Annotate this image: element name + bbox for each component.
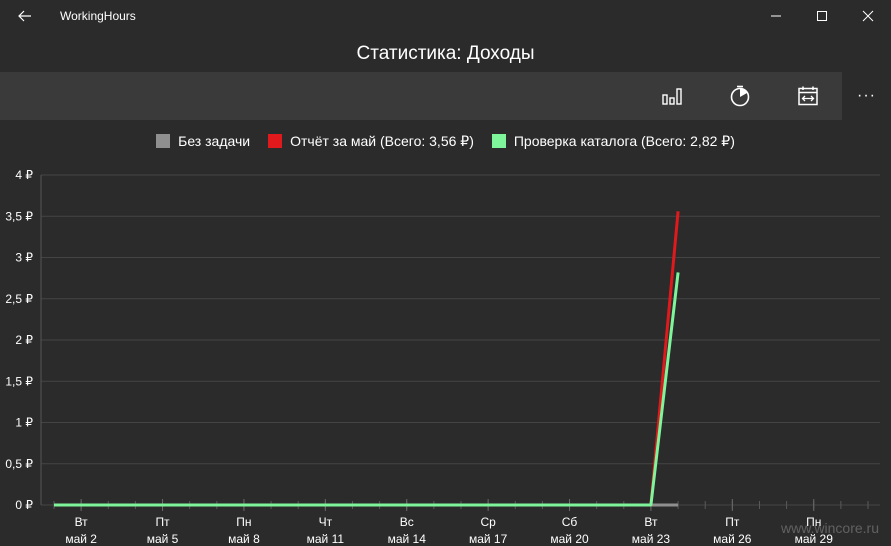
x-tick-date: май 26 [713,532,752,546]
command-bar: ··· [0,72,891,120]
x-tick-weekday: Вс [400,515,414,529]
series-line-2 [54,272,680,507]
legend-item-may-report[interactable]: Отчёт за май (Всего: 3,56 ₽) [268,133,474,150]
maximize-button[interactable] [799,0,845,32]
legend-label: Без задачи [178,133,251,149]
y-tick-label: 4 ₽ [15,168,33,182]
y-tick-label: 3 ₽ [15,251,33,265]
date-range-icon [798,86,818,106]
y-tick-label: 0 ₽ [15,498,33,512]
app-title: WorkingHours [60,9,136,23]
x-tick-date: май 2 [65,532,97,546]
x-tick-weekday: Пн [236,515,251,529]
series-line-1 [54,211,680,507]
x-tick-weekday: Пт [155,515,170,529]
x-tick-date: май 23 [632,532,671,546]
title-bar: WorkingHours [0,0,891,32]
x-tick-weekday: Сб [562,515,578,529]
y-tick-label: 2,5 ₽ [5,292,33,306]
close-icon [862,10,874,22]
x-tick-date: май 29 [795,532,834,546]
back-arrow-icon [18,10,31,22]
x-tick-weekday: Вт [644,515,658,529]
x-tick-date: май 5 [147,532,179,546]
legend-swatch [491,134,506,148]
close-button[interactable] [845,0,891,32]
minimize-icon [771,15,781,17]
y-tick-label: 0,5 ₽ [5,457,33,471]
x-tick-date: май 8 [228,532,260,546]
minimize-button[interactable] [753,0,799,32]
back-button[interactable] [8,2,42,30]
maximize-icon [817,11,827,21]
legend-label: Проверка каталога (Всего: 2,82 ₽) [513,132,735,149]
y-tick-label: 1 ₽ [15,416,33,430]
x-tick-date: май 11 [307,532,345,546]
x-tick-weekday: Пт [725,515,740,529]
legend-swatch [268,134,283,148]
legend-label: Отчёт за май (Всего: 3,56 ₽) [290,132,474,149]
date-range-button[interactable] [774,72,842,120]
page-title: Статистика: Доходы [356,43,535,64]
chart-type-button[interactable] [638,72,706,120]
income-line-chart: 0 ₽ 0,5 ₽ 1 ₽ 1,5 ₽ 2 ₽ 2,5 ₽ 3 ₽ 3,5 ₽ 4 ₽ Вт май… [5,168,880,546]
legend-item-catalog-check[interactable]: Проверка каталога (Всего: 2,82 ₽) [491,132,735,150]
x-tick-date: май 14 [388,532,427,546]
bar-chart-icon [662,88,682,105]
chart-legend: Без задачи Отчёт за май (Всего: 3,56 ₽) … [0,128,891,154]
x-tick-weekday: Пн [806,515,821,529]
legend-swatch [156,134,171,148]
watermark-text: www.wincore.ru [780,520,879,536]
pie-clock-icon [730,85,750,107]
x-tick-date: май 20 [550,532,589,546]
page-header: Статистика: Доходы [0,32,891,72]
y-tick-label: 1,5 ₽ [5,374,33,388]
x-tick-weekday: Ср [480,515,496,529]
x-tick-date: май 17 [469,532,508,546]
legend-item-no-task[interactable]: Без задачи [156,133,250,149]
y-tick-label: 3,5 ₽ [5,209,33,223]
x-tick-weekday: Чт [319,515,333,529]
time-stats-button[interactable] [706,72,774,120]
y-tick-label: 2 ₽ [15,333,33,347]
more-button[interactable]: ··· [842,72,891,120]
x-tick-weekday: Вт [75,515,89,529]
